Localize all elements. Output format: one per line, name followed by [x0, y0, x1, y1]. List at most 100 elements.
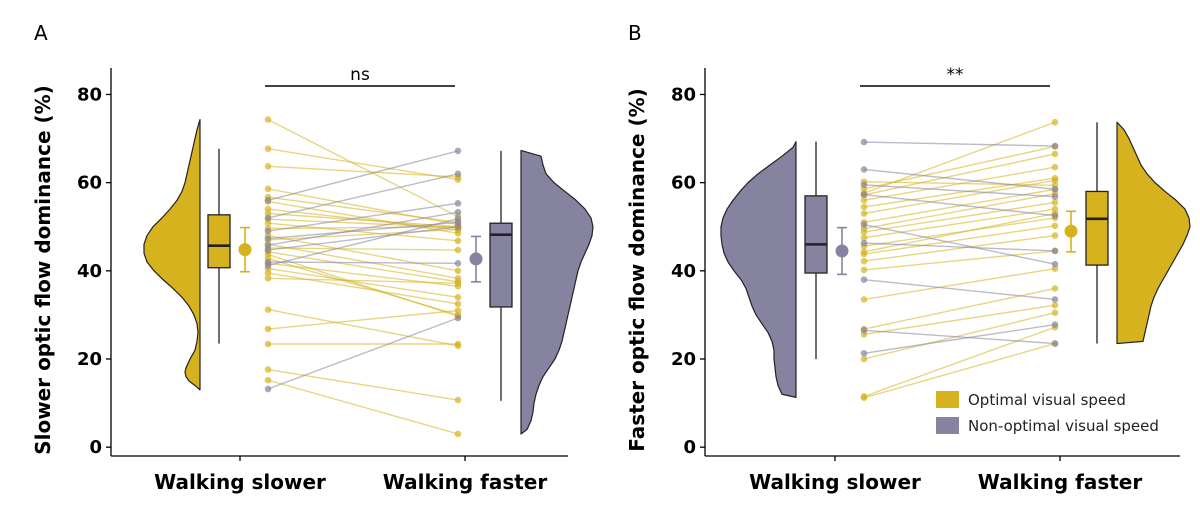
- panel-a-pair-line: [267, 243, 459, 280]
- panel-a-pair-line: [267, 257, 459, 316]
- panel-a-point-right: [454, 223, 462, 231]
- panel-b-point-right: [1051, 340, 1059, 347]
- panel-a-point-right: [454, 307, 462, 314]
- panel-b-y-tick-label-0: 0: [683, 437, 696, 458]
- legend-swatch-optimal: [936, 391, 959, 408]
- panel-a-pair-line: [267, 272, 459, 305]
- panel-b-point-left: [860, 276, 868, 283]
- panel-a-point-left: [264, 340, 272, 348]
- panel-b-pair-line: [863, 326, 1056, 398]
- panel-a-y-tick-label-20: 20: [77, 349, 102, 370]
- panel-b-point-left: [860, 181, 868, 189]
- panel-b-letter: B: [628, 21, 642, 45]
- panel-b-x-label-walking-faster: Walking faster: [978, 470, 1143, 494]
- panel-b-pair-line: [863, 287, 1056, 330]
- panel-b-point-left: [860, 166, 868, 173]
- panel-b-pair-line: [863, 208, 1056, 239]
- panel-a-boxplots: [207, 148, 513, 401]
- panel-a-cloud-right: [520, 149, 594, 435]
- panel-a-point-left: [264, 227, 272, 235]
- panel-b-pair-line: [863, 177, 1056, 208]
- panel-b-cloud-right: [1116, 121, 1191, 345]
- panel-b-pair-line: [863, 141, 1056, 147]
- panel-a-point-left: [264, 246, 272, 254]
- panel-a-point-right: [454, 260, 462, 267]
- panel-b-point-left: [860, 266, 868, 274]
- panel-a-pair-line: [267, 202, 459, 232]
- panel-b-pair-line: [863, 184, 1056, 198]
- panel-a-point-right: [454, 279, 462, 287]
- panel-a-pair-line: [267, 118, 459, 218]
- panel-b-point-left: [860, 393, 868, 400]
- panel-a-pair-line: [267, 251, 459, 283]
- panel-b-pair-line: [863, 323, 1056, 354]
- panel-a-pair-line: [267, 234, 459, 272]
- panel-a-point-left: [264, 163, 272, 170]
- legend-label-optimal: Optimal visual speed: [968, 391, 1126, 409]
- panel-b-y-tick-label-40: 40: [671, 261, 696, 282]
- panel-b-point-left: [860, 239, 868, 247]
- panel-b-point-right: [1051, 296, 1059, 303]
- panel-b: B Faster optic flow dominance (%) 0 20 40 6…: [625, 21, 1191, 494]
- panel-b-point-right: [1051, 321, 1059, 328]
- panel-a-pair-line: [267, 218, 459, 267]
- panel-b-point-right: [1051, 285, 1059, 292]
- panel-a-point-left: [264, 325, 272, 333]
- panel-b-point-right: [1051, 309, 1059, 317]
- panel-b-pair-line: [863, 267, 1056, 301]
- legend-swatch-non-optimal: [936, 417, 959, 434]
- panel-b-point-left: [860, 355, 868, 363]
- panel-b-point-left: [860, 191, 868, 198]
- panel-b-pair-line: [863, 153, 1056, 196]
- panel-b-point-left: [860, 257, 868, 265]
- panel-a-point-left: [264, 376, 272, 384]
- panel-a-mean-left-point: [238, 243, 252, 257]
- panel-b-point-right: [1051, 199, 1059, 206]
- panel-a-pair-line: [267, 247, 459, 251]
- panel-b-clouds: [720, 121, 1191, 398]
- panel-b-pair-line: [863, 181, 1056, 186]
- panel-b-x-label-walking-slower: Walking slower: [749, 470, 921, 494]
- panel-a-pair-line: [267, 147, 459, 181]
- panel-b-point-right: [1051, 301, 1059, 309]
- panel-a-y-tick-label-0: 0: [89, 437, 102, 458]
- panel-a-pair-line: [267, 196, 459, 224]
- panel-b-pair-line: [863, 223, 1056, 265]
- panel-a-pair-line: [267, 277, 459, 284]
- panel-b-mean-left-point: [835, 244, 849, 258]
- panel-b-pair-line: [863, 193, 1056, 217]
- panel-a-pair-lines: [264, 116, 462, 438]
- panel-a-pair-line: [267, 221, 459, 240]
- panel-b-significance-label: **: [947, 65, 964, 85]
- panel-a-point-right: [454, 170, 462, 178]
- panel-a-point-left: [264, 269, 272, 277]
- panel-b-pair-line: [863, 225, 1056, 255]
- panel-b-y-tick-label-80: 80: [671, 84, 696, 105]
- panel-b-point-left: [860, 138, 868, 146]
- panel-a-point-right: [454, 237, 462, 245]
- panel-a-point-left: [264, 235, 272, 242]
- panel-a-point-left: [264, 185, 272, 193]
- panel-a-point-right: [454, 147, 462, 155]
- panel-a-point-left: [264, 219, 272, 227]
- panel-b-y-tick-label-20: 20: [671, 349, 696, 370]
- panel-a-point-left: [264, 145, 272, 152]
- panel-b-point-left: [860, 234, 868, 242]
- panel-b-point-right: [1051, 150, 1059, 158]
- panel-a-point-left: [264, 275, 272, 282]
- panel-b-point-right: [1051, 163, 1059, 171]
- panel-a-pair-line: [267, 267, 459, 298]
- panel-a-pair-line: [267, 211, 459, 246]
- panel-b-box-left: [804, 195, 828, 274]
- panel-b-point-right: [1051, 222, 1059, 230]
- panel-a-point-left: [264, 262, 272, 269]
- panel-a-point-right: [454, 215, 462, 223]
- panel-a-y-tick-label-60: 60: [77, 173, 102, 194]
- panel-a-pair-line: [267, 173, 459, 219]
- panel-b-point-left: [860, 221, 868, 228]
- panel-b-point-right: [1051, 193, 1059, 201]
- panel-b-point-right: [1051, 142, 1059, 150]
- panel-a-point-left: [264, 306, 272, 313]
- panel-b-point-right: [1051, 232, 1059, 239]
